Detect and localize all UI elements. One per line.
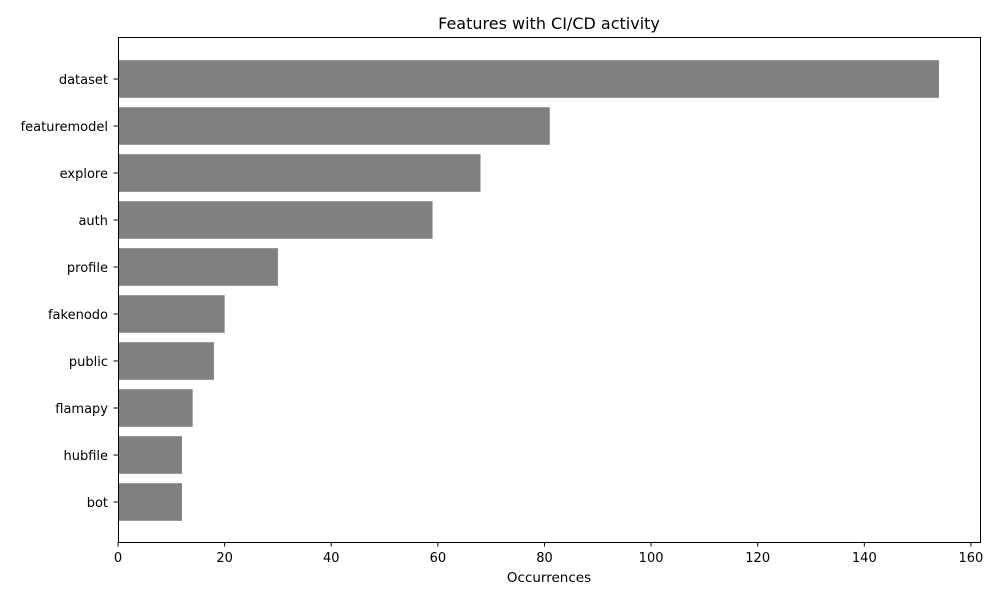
y-tick-label: flamapy <box>55 402 108 417</box>
bar-dataset <box>118 60 939 98</box>
bar-profile <box>118 248 278 286</box>
x-tick-label: 140 <box>852 551 877 566</box>
y-tick-label: auth <box>78 214 108 229</box>
bar-public <box>118 342 214 380</box>
x-tick-label: 120 <box>745 551 770 566</box>
y-tick-label: explore <box>60 167 108 182</box>
y-tick-label: featuremodel <box>21 120 108 135</box>
y-axis: dataset featuremodel explore auth profile fak… <box>21 73 118 511</box>
x-tick-label: 20 <box>216 551 233 566</box>
x-tick-label: 60 <box>430 551 447 566</box>
bar-explore <box>118 154 481 192</box>
bar-fakenodo <box>118 295 225 333</box>
x-tick-label: 160 <box>959 551 984 566</box>
bar-flamapy <box>118 389 193 427</box>
x-tick-label: 100 <box>639 551 664 566</box>
chart-title: Features with CI/CD activity <box>438 14 660 33</box>
x-tick-label: 80 <box>536 551 553 566</box>
x-tick-label: 0 <box>114 551 122 566</box>
y-tick-label: profile <box>67 261 108 276</box>
y-tick-label: hubfile <box>63 449 108 464</box>
x-tick-label: 40 <box>323 551 340 566</box>
y-tick-label: bot <box>87 496 108 511</box>
bar-auth <box>118 201 433 239</box>
plot-area-frame <box>118 37 981 543</box>
y-tick-label: dataset <box>59 73 108 88</box>
bar-hubfile <box>118 436 182 474</box>
y-tick-label: public <box>69 355 108 370</box>
y-tick-label: fakenodo <box>48 308 108 323</box>
x-axis-label: Occurrences <box>507 570 591 586</box>
bar-bot <box>118 483 182 521</box>
x-axis: 0 20 40 60 80 100 120 140 160 <box>114 542 983 566</box>
bars-layer <box>118 60 939 521</box>
bar-featuremodel <box>118 107 550 145</box>
